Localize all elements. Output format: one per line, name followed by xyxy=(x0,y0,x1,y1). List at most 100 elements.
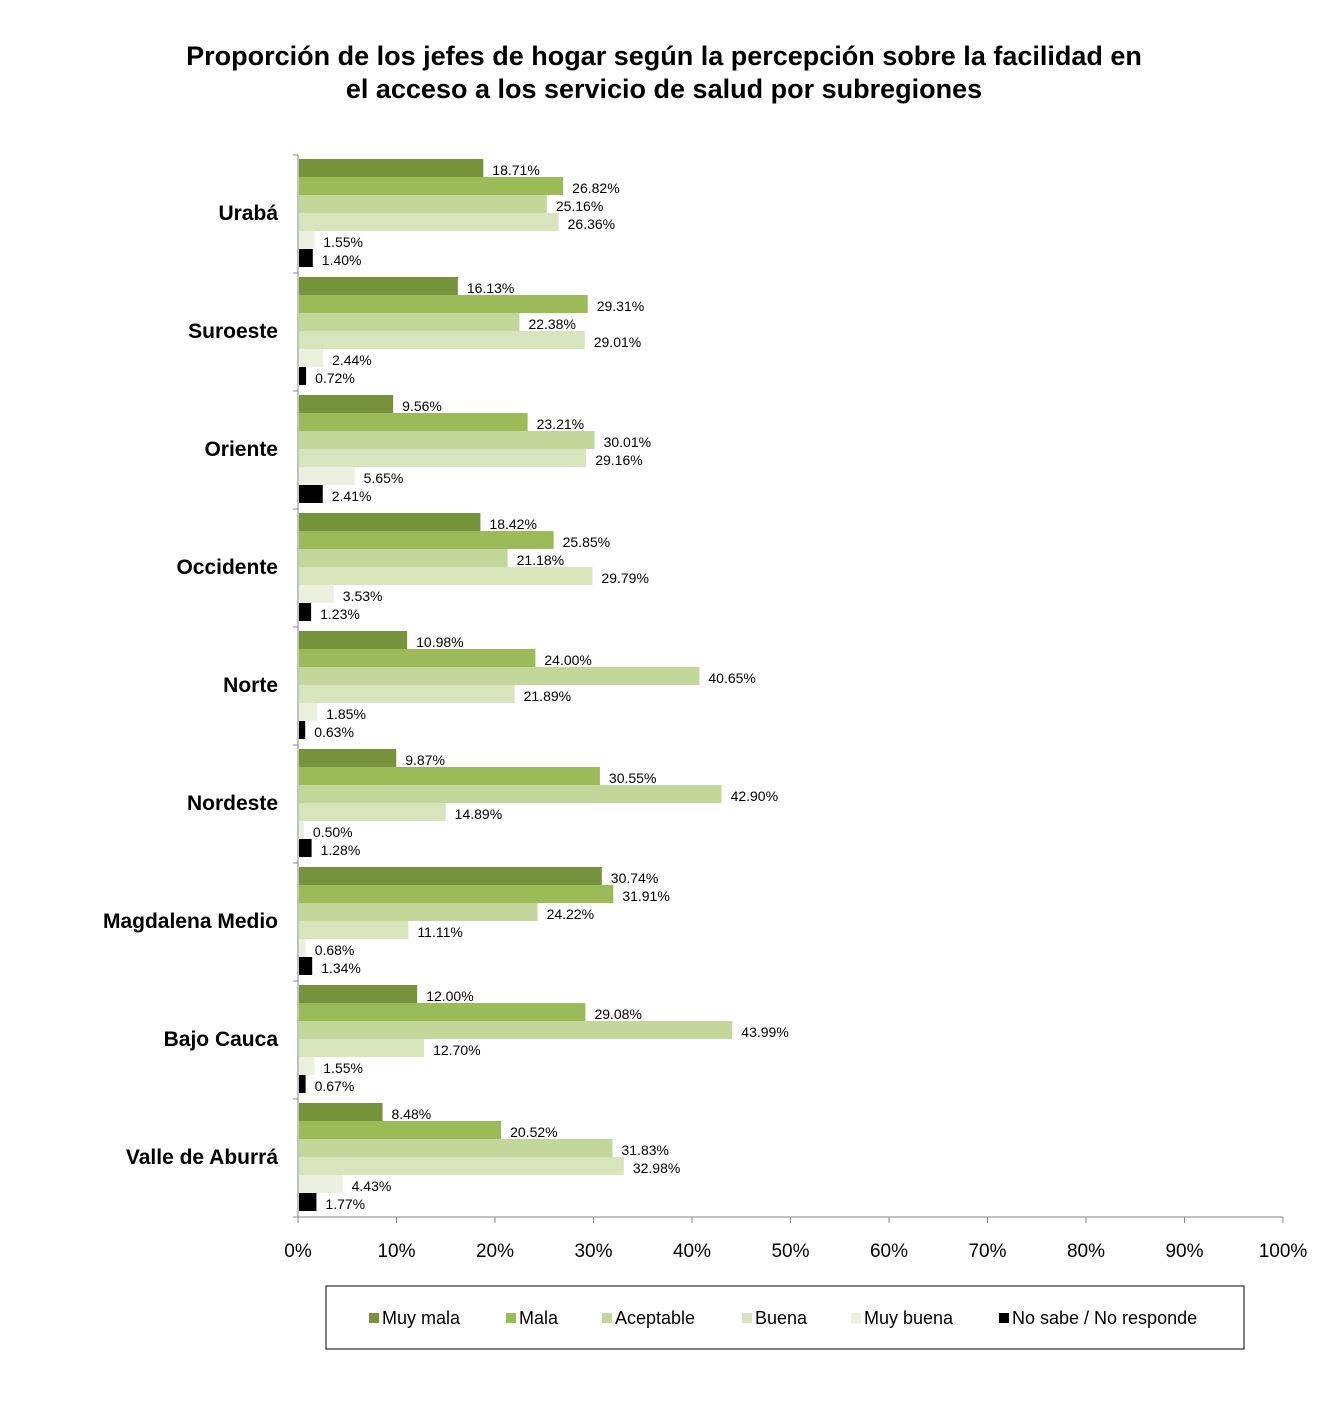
data-label-nordeste-aceptable: 42.90% xyxy=(731,788,778,804)
data-label-valle-de-aburra-mala: 20.52% xyxy=(510,1124,557,1140)
data-label-norte-aceptable: 40.65% xyxy=(708,670,755,686)
bar-suroeste-muy-mala xyxy=(299,277,458,295)
bar-oriente-no-sabe-no-responde xyxy=(299,485,323,503)
bar-magdalena-medio-muy-buena xyxy=(299,939,306,957)
legend-label-no-sabe-no-responde: No sabe / No responde xyxy=(1012,1308,1197,1328)
legend-swatch-muy-buena xyxy=(851,1313,861,1323)
bar-valle-de-aburra-muy-mala xyxy=(299,1103,383,1121)
data-label-norte-muy-buena: 1.85% xyxy=(326,706,366,722)
legend-swatch-muy-mala xyxy=(369,1313,379,1323)
data-label-uraba-mala: 26.82% xyxy=(572,180,619,196)
bar-norte-buena xyxy=(299,685,515,703)
data-label-norte-mala: 24.00% xyxy=(544,652,591,668)
data-label-oriente-no-sabe-no-responde: 2.41% xyxy=(332,488,372,504)
bar-occidente-buena xyxy=(299,567,593,585)
legend-label-mala: Mala xyxy=(519,1308,559,1328)
bar-valle-de-aburra-mala xyxy=(299,1121,502,1139)
bar-bajo-cauca-muy-mala xyxy=(299,985,418,1003)
bar-occidente-muy-mala xyxy=(299,513,481,531)
data-label-occidente-muy-buena: 3.53% xyxy=(343,588,383,604)
legend-label-buena: Buena xyxy=(755,1308,808,1328)
bar-nordeste-no-sabe-no-responde xyxy=(299,839,312,857)
bar-uraba-aceptable xyxy=(299,195,547,213)
bar-bajo-cauca-buena xyxy=(299,1039,425,1057)
bar-oriente-buena xyxy=(299,449,587,467)
data-label-oriente-muy-buena: 5.65% xyxy=(364,470,404,486)
category-label-norte: Norte xyxy=(223,674,278,697)
data-label-bajo-cauca-aceptable: 43.99% xyxy=(741,1024,788,1040)
data-label-valle-de-aburra-muy-buena: 4.43% xyxy=(352,1178,392,1194)
x-tick-label-2: 20% xyxy=(476,1241,514,1262)
data-label-uraba-buena: 26.36% xyxy=(568,216,615,232)
data-label-occidente-aceptable: 21.18% xyxy=(517,552,564,568)
data-label-occidente-buena: 29.79% xyxy=(601,570,648,586)
bar-valle-de-aburra-muy-buena xyxy=(299,1175,343,1193)
data-label-valle-de-aburra-no-sabe-no-responde: 1.77% xyxy=(325,1196,365,1212)
data-label-bajo-cauca-buena: 12.70% xyxy=(433,1042,480,1058)
axes-group: Urabá Suroeste Oriente Occidente Norte Nordes… xyxy=(103,154,1307,1262)
bar-norte-no-sabe-no-responde xyxy=(299,721,306,739)
bar-valle-de-aburra-aceptable xyxy=(299,1139,613,1157)
data-label-magdalena-medio-muy-buena: 0.68% xyxy=(315,942,355,958)
data-label-suroeste-aceptable: 22.38% xyxy=(528,316,575,332)
legend-swatch-buena xyxy=(742,1313,752,1323)
bar-bajo-cauca-muy-buena xyxy=(299,1057,315,1075)
bar-oriente-mala xyxy=(299,413,528,431)
bar-uraba-muy-buena xyxy=(299,231,315,249)
data-label-nordeste-no-sabe-no-responde: 1.28% xyxy=(321,842,361,858)
data-label-bajo-cauca-muy-buena: 1.55% xyxy=(323,1060,363,1076)
data-label-suroeste-muy-mala: 16.13% xyxy=(467,280,514,296)
bar-nordeste-muy-mala xyxy=(299,749,397,767)
bar-suroeste-mala xyxy=(299,295,588,313)
data-label-nordeste-buena: 14.89% xyxy=(455,806,502,822)
bar-uraba-buena xyxy=(299,213,559,231)
chart-title: Proporción de los jefes de hogar según l… xyxy=(186,41,1142,104)
bar-uraba-no-sabe-no-responde xyxy=(299,249,313,267)
x-tick-label-8: 80% xyxy=(1067,1241,1105,1262)
bar-uraba-mala xyxy=(299,177,564,195)
x-tick-label-3: 30% xyxy=(574,1241,612,1262)
data-label-suroeste-buena: 29.01% xyxy=(594,334,641,350)
bar-suroeste-no-sabe-no-responde xyxy=(299,367,307,385)
x-tick-label-5: 50% xyxy=(771,1241,809,1262)
bar-magdalena-medio-muy-mala xyxy=(299,867,602,885)
bar-valle-de-aburra-buena xyxy=(299,1157,624,1175)
bar-magdalena-medio-buena xyxy=(299,921,409,939)
legend-label-muy-mala: Muy mala xyxy=(382,1308,461,1328)
chart-title-line-2: el acceso a los servicio de salud por su… xyxy=(346,74,982,104)
x-tick-label-9: 90% xyxy=(1165,1241,1203,1262)
data-label-magdalena-medio-aceptable: 24.22% xyxy=(547,906,594,922)
data-label-valle-de-aburra-buena: 32.98% xyxy=(633,1160,680,1176)
x-tick-label-6: 60% xyxy=(870,1241,908,1262)
category-label-suroeste: Suroeste xyxy=(188,320,278,343)
data-label-occidente-muy-mala: 18.42% xyxy=(489,516,536,532)
bars-group xyxy=(299,159,733,1211)
data-label-uraba-no-sabe-no-responde: 1.40% xyxy=(322,252,362,268)
data-label-suroeste-muy-buena: 2.44% xyxy=(332,352,372,368)
bar-suroeste-muy-buena xyxy=(299,349,324,367)
bar-oriente-aceptable xyxy=(299,431,595,449)
data-label-nordeste-muy-buena: 0.50% xyxy=(313,824,353,840)
category-label-magdalena-medio: Magdalena Medio xyxy=(103,910,278,933)
data-label-uraba-muy-mala: 18.71% xyxy=(492,162,539,178)
bar-occidente-muy-buena xyxy=(299,585,334,603)
bar-uraba-muy-mala xyxy=(299,159,484,177)
legend-label-aceptable: Aceptable xyxy=(615,1308,695,1328)
chart-title-line-1: Proporción de los jefes de hogar según l… xyxy=(186,41,1142,71)
category-label-uraba: Urabá xyxy=(218,202,278,225)
bar-bajo-cauca-mala xyxy=(299,1003,586,1021)
data-label-magdalena-medio-no-sabe-no-responde: 1.34% xyxy=(321,960,361,976)
data-label-magdalena-medio-mala: 31.91% xyxy=(622,888,669,904)
data-label-bajo-cauca-no-sabe-no-responde: 0.67% xyxy=(315,1078,355,1094)
data-label-suroeste-no-sabe-no-responde: 0.72% xyxy=(315,370,355,386)
bar-nordeste-muy-buena xyxy=(299,821,304,839)
bar-oriente-muy-mala xyxy=(299,395,394,413)
bar-norte-mala xyxy=(299,649,536,667)
bar-nordeste-aceptable xyxy=(299,785,722,803)
data-label-norte-muy-mala: 10.98% xyxy=(416,634,463,650)
data-label-uraba-muy-buena: 1.55% xyxy=(323,234,363,250)
data-label-oriente-muy-mala: 9.56% xyxy=(402,398,442,414)
x-tick-label-1: 10% xyxy=(377,1241,415,1262)
bar-magdalena-medio-mala xyxy=(299,885,614,903)
data-label-bajo-cauca-muy-mala: 12.00% xyxy=(426,988,473,1004)
